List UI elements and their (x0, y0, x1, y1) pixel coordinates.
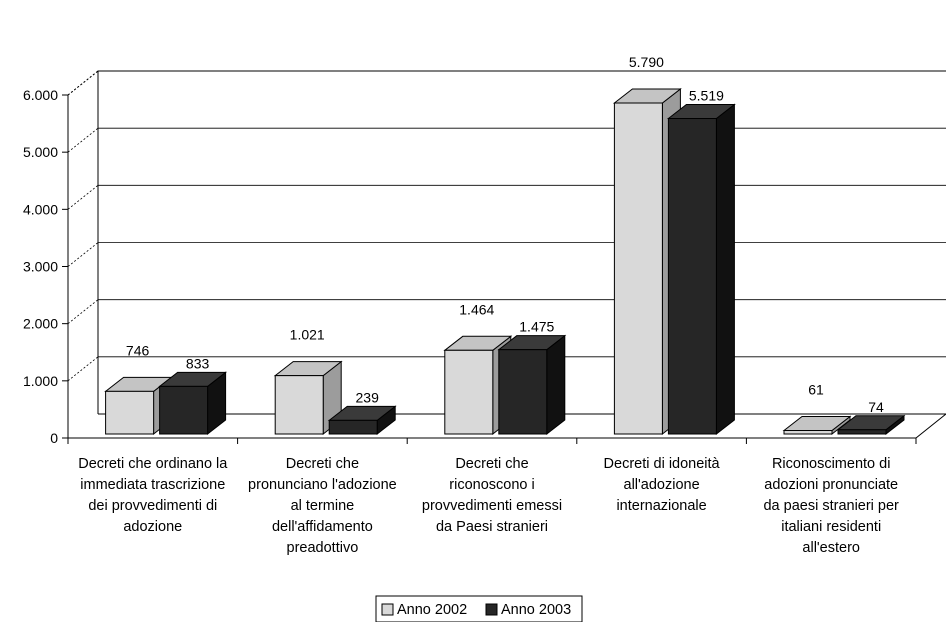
y-tick-label: 6.000 (23, 87, 58, 103)
category-labels: Decreti che ordinano la immediata trascri… (78, 456, 899, 556)
bar-2003-4-front (837, 429, 887, 435)
gridline-side (67, 299, 99, 324)
category-label-2: Decreti che riconoscono i provvedimenti em… (422, 456, 562, 535)
bar-2002-4-front (783, 430, 833, 435)
bar-2003-3-front (667, 117, 717, 435)
bar-2002-0-front (105, 390, 155, 435)
y-tick-label: 3.000 (23, 259, 58, 275)
floor-right-edge (915, 413, 946, 439)
bar-2003-2-side (546, 334, 566, 436)
gridline-side (67, 127, 99, 153)
data-label-2002-1: 1.021 (290, 327, 325, 343)
bar-2003-3-side (715, 103, 735, 436)
category-label-4: Riconoscimento di adozioni pronunciate da … (763, 456, 899, 556)
data-label-2002-4: 61 (808, 382, 824, 398)
legend-label-2003: Anno 2003 (501, 602, 571, 618)
data-labels: 746 833 1.021 239 1.464 1.475 5.790 5.519 61 74 (126, 54, 884, 415)
bar-2002-2-front (444, 349, 494, 435)
category-label-3: Decreti di idoneità all'adozione internazi… (604, 456, 721, 514)
data-label-2003-4: 74 (868, 399, 884, 415)
bar-2002-3-front (613, 102, 663, 435)
data-label-2002-3: 5.790 (629, 54, 664, 70)
gridline-side (67, 242, 99, 267)
x-axis (67, 437, 917, 444)
bar-2002-1-front (274, 375, 324, 435)
bar-2002-1 (273, 360, 343, 436)
data-label-2003-3: 5.519 (689, 87, 724, 103)
category-label-0: Decreti che ordinano la immediata trascri… (78, 456, 228, 535)
data-label-2003-1: 239 (356, 389, 380, 405)
bar-2003-1-front (328, 419, 378, 435)
legend-label-2002: Anno 2002 (397, 602, 467, 618)
bar-2003-0 (158, 371, 228, 436)
data-label-2002-2: 1.464 (459, 301, 494, 317)
grid-lines (67, 70, 946, 382)
bar-2003-0-front (159, 385, 209, 435)
y-tick-label: 0 (50, 430, 58, 446)
y-axis: 0 1.000 2.000 3.000 4.000 5.000 6.000 (23, 87, 69, 446)
data-label-2003-2: 1.475 (519, 319, 554, 335)
legend-swatch-2002 (381, 603, 394, 616)
y-tick-label: 4.000 (23, 201, 58, 217)
bar-2003-1 (327, 405, 397, 436)
data-label-2003-0: 833 (186, 355, 210, 371)
bars (104, 87, 906, 436)
y-tick-label: 5.000 (23, 144, 58, 160)
gridline-side (67, 356, 99, 382)
bar-2003-2 (497, 334, 567, 436)
bar-2003-2-front (498, 349, 548, 435)
bar-2003-3 (666, 103, 736, 436)
gridline-side (67, 185, 99, 210)
data-label-2002-0: 746 (126, 342, 150, 358)
y-tick-label: 2.000 (23, 316, 58, 332)
legend-swatch-2003 (485, 603, 498, 616)
y-tick-label: 1.000 (23, 373, 58, 389)
bar-2003-4 (836, 414, 906, 436)
legend: Anno 2002 Anno 2003 (375, 595, 583, 622)
gridline-side (67, 70, 99, 96)
legend-box (375, 595, 583, 622)
category-label-1: Decreti che pronunciano l'adozione al term… (248, 456, 397, 556)
